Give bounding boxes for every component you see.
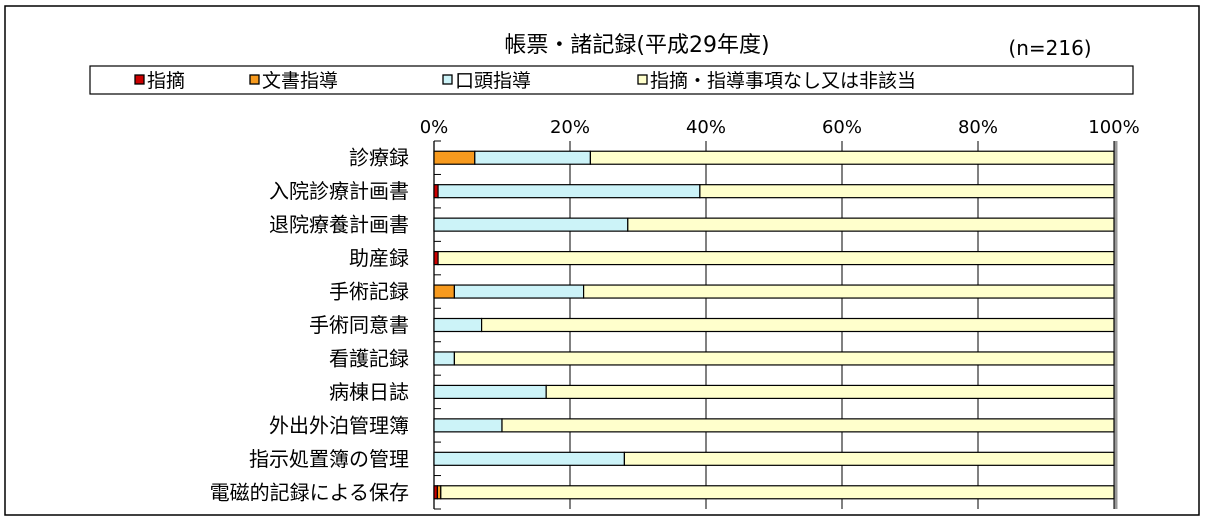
bar-segment [433,418,503,433]
category-label: 退院療養計画書 [269,213,409,237]
legend-label: 指摘・指導事項なし又は非該当 [650,70,916,92]
x-tick-label: 40% [686,117,726,138]
bar-segment [433,384,547,400]
bar-segment [545,384,1115,400]
bar-segment [433,284,455,299]
category-label: 看護記録 [329,346,409,370]
category-label: 入院診療計画書 [269,179,409,203]
legend-swatch [249,74,260,85]
bar-segment [699,184,1115,199]
legend-label: 文書指導 [262,70,338,92]
bar-segment [481,317,1115,333]
bar-segment [433,184,439,199]
plot-area: 0% 20% 40% 60% 80% 100% 診療録入院診療計画書退院療養計画書助産録手術… [210,117,1140,510]
category-label: 診療録 [349,146,409,170]
bar-segment [437,250,1115,266]
bar-segment [433,150,476,165]
bar-segment [623,451,1115,466]
x-tick-label: 60% [822,117,862,138]
bar-segment [440,485,1115,500]
bar-segment [453,351,1115,366]
x-tick-label: 100% [1088,117,1139,138]
x-tick-label: 0% [420,117,449,138]
x-tick-label: 20% [550,117,590,138]
category-label: 手術同意書 [309,313,409,337]
bar-segment [589,150,1115,165]
bar-segment [474,150,591,165]
bar-segment [433,250,439,266]
x-tick-label: 80% [958,117,998,138]
bar-segment [501,418,1115,433]
bar-segment [453,284,585,299]
bar-segment [437,184,701,199]
legend-box [89,65,1134,95]
legend: 指摘 文書指導 口頭指導 指摘・指導事項なし又は非該当 [89,65,1134,95]
category-label: 助産録 [349,246,409,270]
category-label: 電磁的記録による保存 [210,480,409,504]
category-label: 指示処置簿の管理 [249,447,409,471]
legend-label: 口頭指導 [455,70,531,92]
bar-segment [433,217,629,232]
legend-swatch [637,74,648,85]
category-label: 病棟日誌 [329,380,409,404]
category-label: 外出外泊管理簿 [269,413,409,437]
legend-swatch [442,74,453,85]
legend-swatch [134,74,145,85]
bar-segment [582,284,1115,299]
bar-segment [433,351,455,366]
category-label: 手術記録 [329,280,409,304]
sample-size-label: (n=216) [1008,36,1091,60]
bar-segment [433,451,625,466]
legend-label: 指摘 [147,70,185,92]
bar-segment [627,217,1115,232]
chart-title: 帳票・諸記録(平成29年度) [504,33,769,58]
bar-segment [433,317,483,333]
